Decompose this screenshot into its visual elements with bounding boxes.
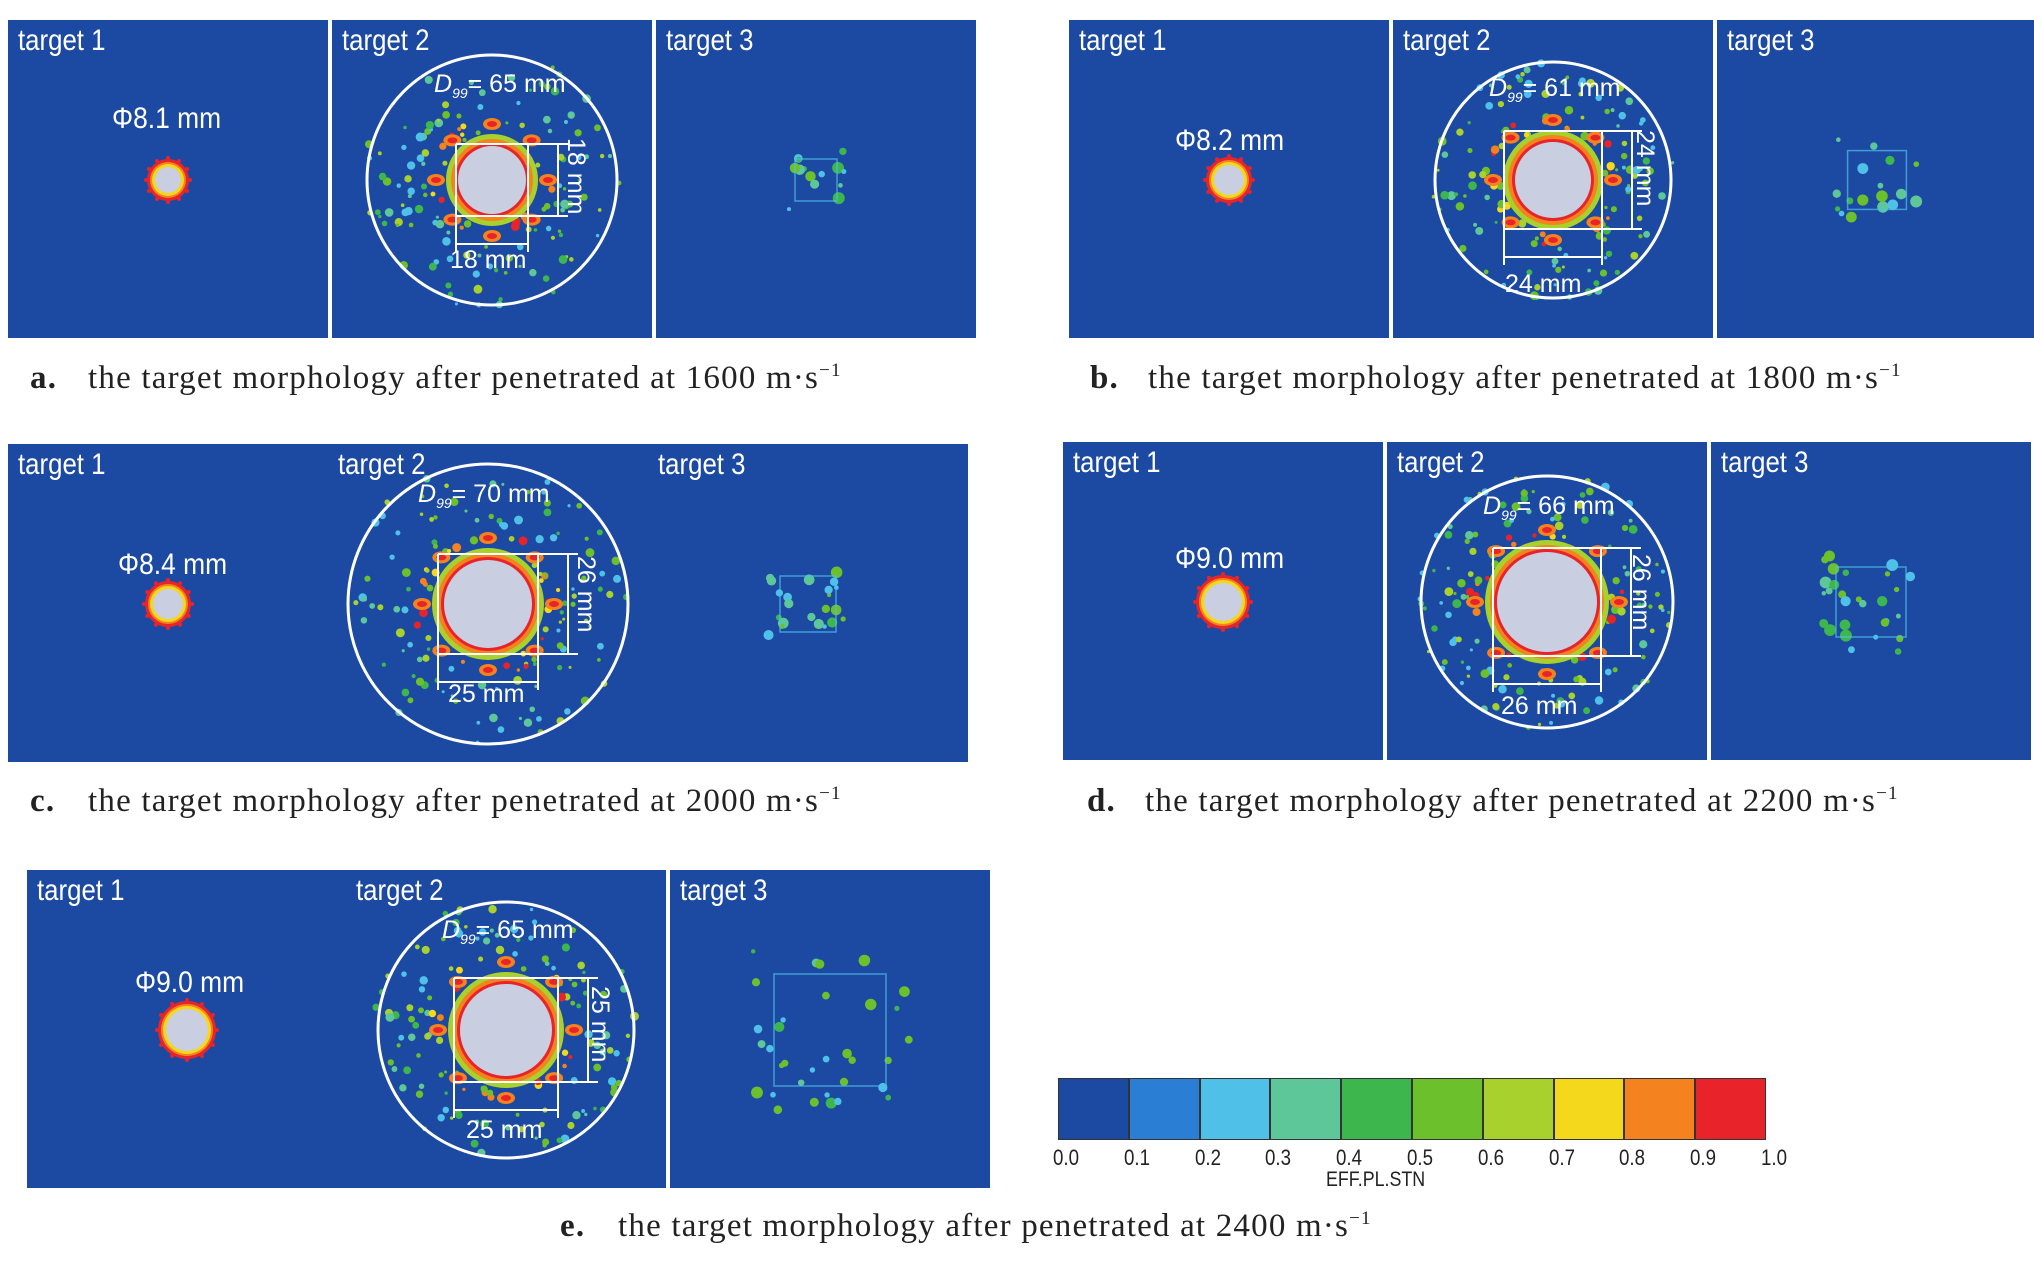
figure-c-caption: c. the target morphology after penetrated…	[30, 783, 842, 819]
figure-a-target-2: target 2 D99= 65 mm 18 mm 18 mm	[332, 20, 652, 338]
figure-a-target-2-label: target 2	[342, 24, 430, 57]
figure-b-target-2-label: target 2	[1403, 24, 1491, 57]
figure-c-target-2-plot	[346, 462, 630, 746]
figure-e-vertical-dim: 25 mm	[586, 986, 614, 1063]
figure-a-horizontal-dim: 18 mm	[450, 246, 527, 274]
figure-a-diameter-label: Φ8.1 mm	[112, 102, 222, 135]
colorbar-tick: 0.4	[1336, 1145, 1363, 1170]
figure-d-caption: d. the target morphology after penetrated…	[1087, 783, 1899, 819]
figure-c-target-2-label: target 2	[338, 448, 426, 481]
figure-e-target-3-plot	[751, 949, 913, 1115]
figure-e-target-2: target 2 D99= 65 mm 25 mm 25 mm	[346, 870, 666, 1188]
figure-d-target-1-label: target 1	[1073, 446, 1161, 479]
figure-c-vertical-dim: 26 mm	[572, 556, 600, 633]
figure-e-target-2-plot	[372, 900, 639, 1160]
figure-b-vertical-dim: 24 mm	[1631, 130, 1659, 207]
figure-e-target-1: target 1 Φ9.0 mm	[27, 870, 347, 1188]
colorbar-segment	[1482, 1078, 1554, 1140]
figure-b-d99-label: D99= 61 mm	[1489, 74, 1621, 105]
figure-b-target-2: target 2 D99= 61 mm 24 mm 24 mm	[1393, 20, 1713, 338]
figure-c-horizontal-dim: 25 mm	[448, 680, 525, 708]
colorbar-segment	[1341, 1078, 1412, 1140]
figure-a-target-1: target 1 Φ8.1 mm	[8, 20, 328, 338]
colorbar-tick: 0.7	[1548, 1145, 1575, 1170]
figure-d-target-3-label: target 3	[1721, 446, 1809, 479]
colorbar-tick: 0.1	[1123, 1145, 1150, 1170]
figure-e-d99-label: D99= 65 mm	[442, 916, 574, 947]
figure-b-target-1: target 1 Φ8.2 mm	[1069, 20, 1389, 338]
figure-b-target-1-plot	[1203, 154, 1255, 206]
figure-e-target-2-label: target 2	[356, 874, 444, 907]
colorbar-tick: 1.0	[1760, 1145, 1788, 1170]
colorbar-segment	[1270, 1078, 1342, 1140]
colorbar-segment	[1199, 1078, 1271, 1140]
colorbar-segment	[1058, 1078, 1129, 1140]
colorbar-title: EFF.PL.STN	[1326, 1168, 1426, 1191]
colorbar-segment	[1412, 1078, 1483, 1140]
figure-b-target-3: target 3	[1717, 20, 2034, 338]
figure-a-target-2-plot	[364, 53, 622, 309]
figure-b-target-2-plot	[1431, 59, 1675, 301]
figure-e-target-1-label: target 1	[37, 874, 125, 907]
figure-a-target-1-label: target 1	[18, 24, 106, 57]
colorbar-tick: 0.5	[1406, 1145, 1434, 1170]
figure-a-vertical-dim: 18 mm	[562, 138, 590, 215]
figure-d-d99-label: D99= 66 mm	[1483, 492, 1615, 523]
figure-c-target-3-label: target 3	[658, 448, 746, 481]
figure-b-target-3-label: target 3	[1727, 24, 1815, 57]
figure-c-target-3-plot	[763, 566, 846, 641]
figure-d-diameter-label: Φ9.0 mm	[1175, 542, 1285, 575]
colorbar-segment	[1128, 1078, 1200, 1140]
figure-c-target-1-label: target 1	[18, 448, 106, 481]
figure-e-diameter-label: Φ9.0 mm	[135, 966, 245, 999]
figure-a-target-3-plot	[786, 147, 847, 212]
figure-a-d99-label: D99= 65 mm	[434, 70, 566, 101]
figure-a-target-1-plot	[144, 156, 192, 204]
figure-d-target-1: target 1 Φ9.0 mm	[1063, 442, 1383, 760]
figure-d-target-2-plot	[1417, 474, 1675, 730]
colorbar-tick: 0.8	[1619, 1145, 1646, 1170]
figure-c-diameter-label: Φ8.4 mm	[118, 548, 228, 581]
colorbar-segment	[1695, 1078, 1766, 1140]
figure-c-target-1-plot	[142, 578, 194, 630]
figure-b-diameter-label: Φ8.2 mm	[1175, 124, 1285, 157]
figure-a-target-3-label: target 3	[666, 24, 754, 57]
figure-b-target-3-plot	[1832, 137, 1923, 223]
colorbar-tick: 0.0	[1052, 1145, 1080, 1170]
figure-e-target-1-plot	[155, 998, 219, 1062]
figure-a-target-3: target 3	[656, 20, 976, 338]
figure-d-target-3-plot	[1819, 550, 1916, 655]
colorbar-tick: 0.3	[1265, 1145, 1292, 1170]
figure-b-target-1-label: target 1	[1079, 24, 1167, 57]
figure-e-target-3-label: target 3	[680, 874, 768, 907]
figure-c-target-3: target 3	[648, 444, 968, 762]
figure-d-vertical-dim: 26 mm	[1627, 554, 1655, 631]
figure-c-target-2: target 2 D99= 70 mm 26 mm 25 mm	[328, 444, 648, 762]
figure-d-target-2-label: target 2	[1397, 446, 1485, 479]
colorbar-tick: 0.2	[1194, 1145, 1221, 1170]
figure-d-horizontal-dim: 26 mm	[1501, 692, 1578, 720]
figure-b-horizontal-dim: 24 mm	[1505, 270, 1582, 298]
figure-e-horizontal-dim: 25 mm	[466, 1116, 543, 1144]
colorbar-tick: 0.6	[1477, 1145, 1504, 1170]
colorbar-tick: 0.9	[1690, 1145, 1717, 1170]
figure-d-target-2: target 2 D99= 66 mm 26 mm 26 mm	[1387, 442, 1707, 760]
colorbar-gradient	[1058, 1078, 1766, 1140]
colorbar-segment	[1553, 1078, 1625, 1140]
figure-c-d99-label: D99= 70 mm	[418, 480, 550, 511]
colorbar-segment	[1624, 1078, 1696, 1140]
figure-b-caption: b. the target morphology after penetrated…	[1090, 360, 1902, 396]
figure-c-target-1: target 1 Φ8.4 mm	[8, 444, 328, 762]
figure-d-target-3: target 3	[1711, 442, 2031, 760]
figure-d-target-1-plot	[1193, 572, 1253, 632]
figure-e-target-3: target 3	[670, 870, 990, 1188]
figure-e-caption: e. the target morphology after penetrated…	[560, 1208, 1372, 1244]
figure-a-caption: a. the target morphology after penetrated…	[30, 360, 842, 396]
